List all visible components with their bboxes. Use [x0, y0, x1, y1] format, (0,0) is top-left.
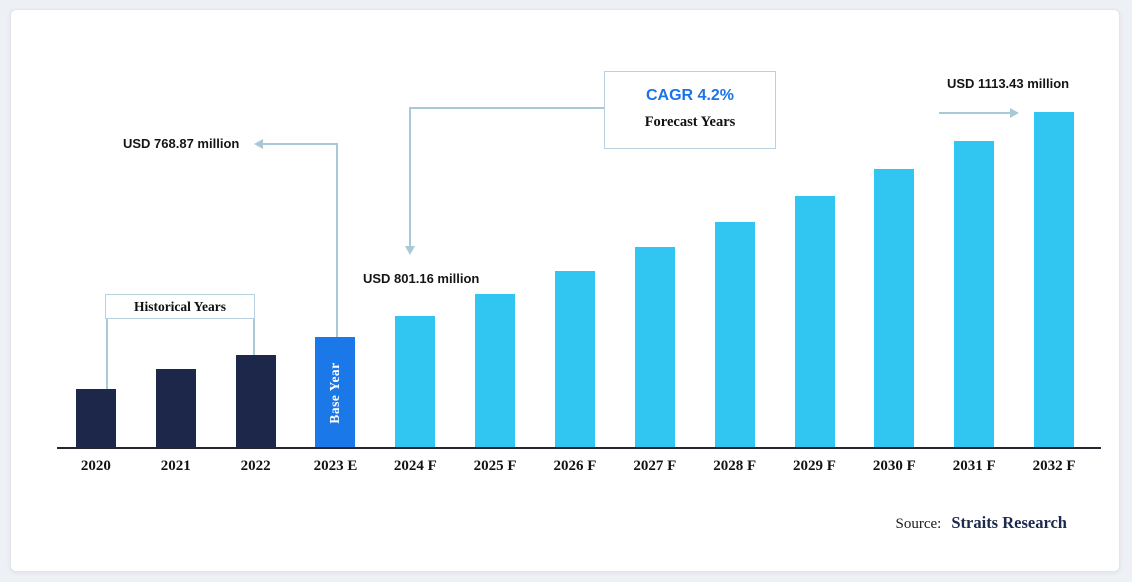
chart-card: USD 768.87 million Historical Years CAGR… — [10, 9, 1120, 572]
arrow-down-icon — [405, 246, 415, 255]
bar-2028-f — [714, 222, 755, 448]
x-axis-label-2029-f: 2029 F — [793, 458, 836, 474]
source-name: Straits Research — [951, 513, 1067, 532]
forecast-years-label: Forecast Years — [644, 114, 736, 130]
bar-2030-f — [874, 169, 915, 448]
source-attribution: Source: Straits Research — [896, 513, 1067, 533]
bar-2020 — [75, 389, 116, 448]
connector-line-cagr-horizontal — [409, 107, 606, 109]
bar-2021 — [155, 369, 196, 448]
bar-2022 — [235, 355, 276, 448]
bar-column: Base Year — [296, 337, 376, 448]
x-axis-label-2023-e: 2023 E — [313, 458, 358, 474]
bar-column — [854, 169, 934, 448]
bar-2025-f — [475, 294, 516, 448]
x-axis-label-2024-f: 2024 F — [393, 458, 437, 474]
source-label: Source: — [895, 516, 942, 532]
connector-line-2023-horizontal — [263, 143, 336, 145]
x-axis-line — [57, 447, 1101, 449]
connector-line-2023-vertical — [336, 143, 338, 338]
bar-column — [775, 196, 855, 448]
bar-column — [216, 355, 296, 448]
x-axis-label-2027-f: 2027 F — [633, 458, 677, 474]
bar-column — [375, 316, 455, 448]
historical-years-label: Historical Years — [133, 298, 227, 314]
x-axis-label-2020: 2020 — [80, 458, 111, 474]
value-label-2023: USD 768.87 million — [123, 136, 240, 151]
x-axis-label-2025-f: 2025 F — [473, 458, 517, 474]
connector-line-2032-horizontal — [939, 112, 1011, 114]
x-axis-label-2028-f: 2028 F — [713, 458, 757, 474]
bar-2031-f — [954, 141, 995, 448]
connector-line-cagr-vertical — [409, 107, 411, 247]
bar-column — [615, 247, 695, 448]
x-axis-label-2032-f: 2032 F — [1032, 458, 1076, 474]
historical-bracket-left-line — [106, 319, 108, 389]
bar-column — [934, 141, 1014, 448]
x-axis-label-2031-f: 2031 F — [952, 458, 996, 474]
bar-column — [136, 369, 216, 448]
bar-column — [695, 222, 775, 448]
bar-plot-area: Base Year — [56, 10, 1094, 448]
cagr-value: CAGR 4.2% — [645, 87, 735, 104]
base-year-label: Base Year — [327, 361, 343, 424]
value-label-2024: USD 801.16 million — [363, 271, 480, 286]
x-axis-label-2026-f: 2026 F — [553, 458, 597, 474]
bar-2027-f — [634, 247, 675, 448]
bar-column — [455, 294, 535, 448]
bar-2029-f — [794, 196, 835, 448]
bar-column — [56, 389, 136, 448]
bar-column — [1014, 112, 1094, 448]
historical-bracket-right-line — [253, 319, 255, 355]
historical-years-box: Historical Years — [105, 294, 255, 319]
bar-2023-e: Base Year — [315, 337, 356, 448]
bar-2032-f — [1034, 112, 1075, 448]
x-axis-label-2022: 2022 — [240, 458, 271, 474]
cagr-box: CAGR 4.2% Forecast Years — [604, 71, 776, 149]
arrow-right-icon — [1010, 108, 1019, 118]
bar-column — [535, 271, 615, 448]
bar-2026-f — [554, 271, 595, 448]
arrow-left-icon — [254, 139, 263, 149]
x-axis-labels: 2020 2021 2022 2023 E 2024 F 2025 F 2026 F 2027… — [56, 458, 1094, 475]
x-axis-label-2021: 2021 — [160, 458, 191, 474]
bar-2024-f — [395, 316, 436, 448]
x-axis-label-2030-f: 2030 F — [872, 458, 916, 474]
value-label-2032: USD 1113.43 million — [947, 76, 1070, 91]
